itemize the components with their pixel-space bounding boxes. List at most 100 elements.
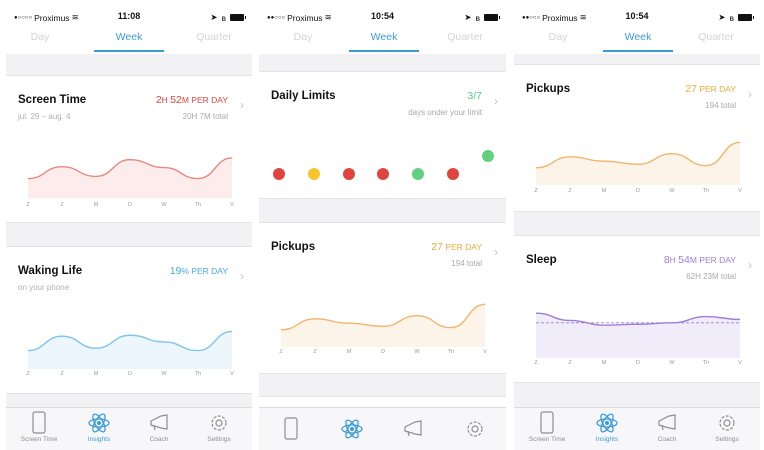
tabbar-coach[interactable] — [383, 411, 443, 441]
signal-icon: ●●○○○ — [267, 14, 286, 21]
day-label: M — [93, 371, 99, 377]
atom-icon — [596, 413, 618, 433]
clock: 10:54 — [370, 11, 395, 21]
day-label: D — [128, 371, 132, 377]
day-label: M — [601, 188, 607, 194]
phone-icon — [540, 411, 554, 434]
chevron-right-icon: › — [748, 87, 752, 101]
card-title: Pickups — [526, 83, 571, 95]
chevron-right-icon: › — [748, 258, 752, 272]
sleep-total: 62H 23M total — [686, 272, 736, 281]
pickups-value: 27 PER DAY — [431, 241, 482, 253]
limits-subtitle: days under your limit — [408, 108, 482, 117]
tabbar-insights[interactable]: Insights — [577, 411, 637, 443]
limit-day-dot — [481, 150, 494, 162]
tabbar-settings[interactable] — [445, 411, 505, 441]
tab-day[interactable]: Day — [30, 31, 50, 43]
day-label: Z — [26, 371, 30, 377]
limit-day-dot — [447, 168, 459, 180]
day-label: Z — [568, 360, 572, 366]
gear-icon — [211, 415, 227, 431]
tab-week[interactable]: Week — [624, 31, 652, 43]
tabbar-screen-time[interactable] — [261, 411, 321, 441]
day-label: Th — [447, 349, 455, 355]
wifi-icon: ≋ — [579, 12, 587, 22]
limit-day-dot — [342, 168, 355, 180]
day-label: D — [636, 360, 640, 366]
pickups-chart — [280, 303, 486, 347]
card-title: Sleep — [526, 254, 557, 266]
total-time: 20H 7M total — [182, 112, 228, 121]
tab-underline — [603, 50, 673, 52]
day-label: D — [128, 202, 132, 208]
tab-week[interactable]: Week — [115, 31, 143, 43]
tab-quarter[interactable]: Quarter — [698, 31, 734, 43]
screen-time-chart — [27, 157, 233, 198]
tabbar-insights[interactable]: Insights — [69, 411, 129, 443]
tab-day[interactable]: Day — [293, 31, 313, 43]
tabbar-insights[interactable] — [322, 411, 382, 441]
day-label: W — [669, 188, 675, 194]
sleep-value: 8H 54M PER DAY — [663, 254, 736, 266]
clock: 10:54 — [625, 11, 649, 21]
wifi-icon: ≋ — [71, 12, 79, 22]
chart-area — [536, 142, 740, 185]
tabbar-coach[interactable]: Coach — [129, 411, 189, 443]
card-title: Waking Life — [18, 265, 83, 277]
card-subtitle: on your phone — [18, 283, 70, 292]
day-label: W — [161, 371, 167, 377]
limits-value: 3/7 — [467, 90, 482, 102]
tab-quarter[interactable]: Quarter — [447, 31, 483, 43]
day-label: Z — [534, 360, 538, 366]
carrier: Proximus — [34, 12, 70, 23]
day-label: Z — [60, 371, 64, 377]
screen-time-value: 2H 52M PER DAY — [155, 94, 228, 106]
tabbar-screen-time[interactable]: Screen Time — [517, 411, 577, 443]
battery-icon — [738, 14, 754, 21]
screen-time-card[interactable]: Screen Time 2H 52M PER DAY jul. 29 – aug… — [6, 75, 252, 223]
tabbar-coach[interactable]: Coach — [637, 411, 697, 443]
day-label: Z — [313, 349, 317, 355]
day-label: M — [601, 360, 607, 366]
chevron-right-icon: › — [494, 245, 498, 259]
period-tabs: Day Week Quarter — [259, 26, 506, 54]
limit-day-dot — [273, 168, 285, 180]
tab-quarter[interactable]: Quarter — [196, 31, 232, 43]
day-label: Z — [534, 188, 538, 194]
waking-life-card[interactable]: Waking Life 19% PER DAY on your phone › … — [6, 246, 252, 394]
battery-icon — [484, 14, 500, 21]
chart-line — [27, 157, 233, 180]
chart-area — [28, 331, 232, 369]
tab-day[interactable]: Day — [548, 31, 568, 43]
signal-icon: ●○○○○ — [14, 14, 33, 21]
tab-underline — [94, 50, 164, 52]
day-label: V — [738, 360, 742, 366]
sleep-card[interactable]: Sleep 8H 54M PER DAY 62H 23M total › Z Z M… — [514, 235, 760, 383]
tabbar-settings[interactable]: Settings — [189, 411, 249, 443]
chart-area — [28, 157, 232, 198]
day-label: Z — [26, 202, 30, 208]
wifi-icon: ≋ — [324, 12, 332, 22]
tabbar-settings[interactable]: Settings — [697, 411, 757, 443]
period-tabs: Day Week Quarter — [6, 26, 252, 54]
sleep-chart — [535, 312, 741, 358]
pickups-chart — [535, 141, 741, 185]
pickups-card[interactable]: Pickups 27 PER DAY 194 total › Z Z M D W Th V — [514, 64, 760, 212]
day-label: V — [483, 349, 487, 355]
phone-icon — [284, 417, 298, 440]
tab-bar: Screen Time Insights Coach Settings — [514, 407, 760, 450]
daily-limits-card[interactable]: Daily Limits 3/7 days under your limit › — [259, 71, 506, 199]
day-label: M — [346, 349, 352, 355]
atom-icon — [341, 419, 363, 439]
clock: 11:08 — [117, 11, 141, 21]
period-tabs: Day Week Quarter — [514, 26, 760, 54]
pickups-card[interactable]: Pickups 27 PER DAY 194 total › Z Z M D W Th V — [259, 222, 506, 374]
tabbar-screen-time[interactable]: Screen Time — [9, 411, 69, 443]
day-label: V — [738, 188, 742, 194]
limit-day-dot — [307, 168, 320, 180]
limit-day-dot — [377, 168, 390, 180]
chevron-right-icon: › — [494, 94, 498, 108]
tab-week[interactable]: Week — [370, 31, 398, 43]
chart-line — [280, 303, 486, 331]
waking-life-value: 19% PER DAY — [169, 265, 228, 277]
